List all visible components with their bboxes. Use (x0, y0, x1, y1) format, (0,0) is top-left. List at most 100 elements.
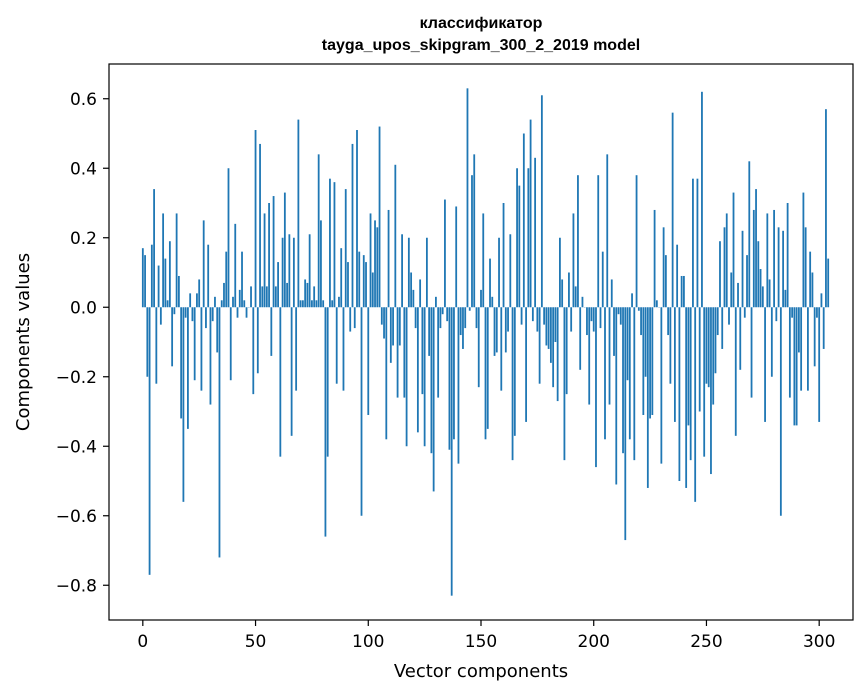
bar (202, 220, 205, 308)
bar (410, 272, 413, 308)
bar (428, 307, 431, 356)
bar (642, 307, 645, 415)
bar (168, 241, 171, 308)
bar (655, 300, 658, 308)
bar (380, 307, 383, 325)
bar (362, 255, 365, 308)
bar (403, 307, 406, 398)
bar (502, 203, 505, 308)
bars-group (141, 88, 830, 596)
bar (414, 307, 417, 329)
bar (818, 307, 821, 422)
bar (710, 307, 712, 475)
bar (243, 300, 246, 308)
bar (549, 307, 552, 363)
bar (559, 237, 561, 308)
bar (164, 258, 167, 308)
bar (166, 300, 169, 308)
bar (351, 143, 354, 308)
bar (157, 265, 160, 308)
bar (191, 307, 194, 322)
bar (175, 213, 178, 308)
bar (432, 307, 435, 492)
bar (572, 213, 575, 308)
bar (784, 289, 787, 308)
bar (590, 307, 593, 322)
bar (570, 307, 573, 332)
bar (574, 286, 577, 308)
bar (743, 307, 746, 318)
bar (678, 307, 681, 481)
bar (177, 275, 180, 308)
bar (507, 307, 509, 332)
bar (288, 234, 291, 308)
bar (326, 307, 329, 457)
bar (522, 133, 525, 308)
bar (477, 307, 480, 388)
bar (484, 307, 487, 440)
bar (637, 307, 640, 311)
bar (581, 296, 584, 308)
bar (737, 282, 739, 308)
y-tick-label: 0.4 (70, 159, 97, 179)
bar (283, 192, 286, 308)
bar (315, 300, 318, 308)
bar (547, 307, 550, 349)
bar (741, 230, 744, 308)
bar (538, 307, 541, 384)
bar (748, 161, 751, 308)
bar (746, 255, 748, 308)
bar (644, 307, 647, 377)
bar (270, 307, 273, 356)
bar (299, 300, 302, 308)
bar (689, 307, 692, 461)
bar (692, 178, 694, 308)
bar (536, 307, 539, 332)
bar (236, 307, 239, 318)
x-tick-label: 0 (137, 632, 148, 652)
bar (320, 220, 322, 308)
bar (374, 220, 376, 308)
bar (347, 262, 349, 308)
bar (640, 307, 642, 336)
bar (349, 307, 352, 332)
bar (624, 307, 627, 541)
bar (407, 237, 410, 308)
bar (646, 307, 649, 488)
bar (669, 307, 672, 384)
bar (297, 119, 300, 308)
x-axis-label: Vector components (394, 661, 568, 682)
bar (480, 289, 482, 308)
bar (367, 307, 370, 415)
bar (552, 307, 555, 388)
bar (360, 307, 363, 516)
bar (518, 185, 521, 308)
bar (439, 307, 442, 329)
x-tick-label: 100 (352, 632, 384, 652)
bar (419, 279, 422, 308)
bar (286, 282, 289, 308)
bar (757, 241, 760, 308)
bar (809, 251, 812, 308)
bar (813, 307, 816, 367)
bar (295, 307, 298, 391)
bar (800, 307, 803, 391)
bar (804, 227, 807, 308)
bar (631, 293, 633, 308)
bar (779, 307, 782, 516)
bar (667, 307, 670, 336)
bar (281, 237, 284, 308)
bar (229, 307, 232, 381)
bar (568, 272, 570, 308)
bar (563, 307, 566, 461)
bar (304, 279, 307, 308)
bar (739, 307, 742, 370)
bar (554, 307, 557, 342)
bar (187, 307, 189, 429)
bar (707, 307, 710, 388)
bar (468, 307, 471, 311)
bar (723, 227, 726, 308)
bar (448, 307, 451, 450)
bar (473, 154, 476, 308)
bar (277, 262, 279, 308)
